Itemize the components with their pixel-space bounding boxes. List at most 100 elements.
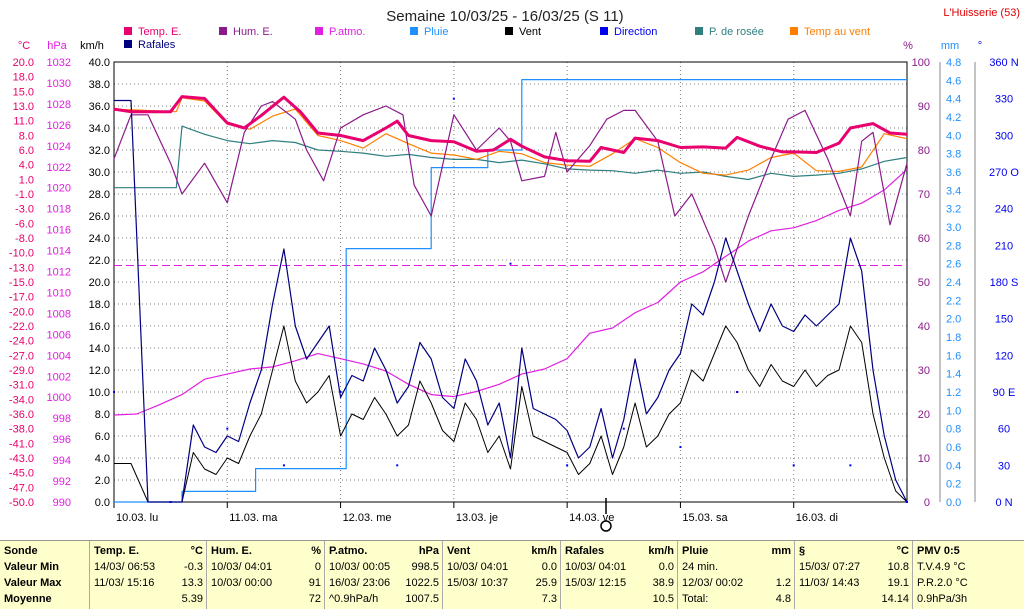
direction-point-10 bbox=[679, 446, 682, 448]
day-label-4: 14.03. ve bbox=[569, 512, 614, 524]
series-line-4 bbox=[113, 101, 908, 283]
stats-cell-left: 10/03/ 04:01 bbox=[211, 561, 273, 573]
stats-cell-right: 25.9 bbox=[535, 577, 557, 589]
pres-axis-tick-13: 1006 bbox=[47, 329, 71, 341]
temp-axis-tick-5: 8.0 bbox=[19, 130, 34, 142]
stats-cell-left: 24 min. bbox=[682, 561, 719, 573]
dir-axis-tick-5: 210 bbox=[995, 240, 1013, 252]
rain-axis-tick-19: 1.0 bbox=[946, 405, 961, 417]
dir-axis-tick-12: 0 N bbox=[995, 497, 1012, 509]
legend-label-4: Vent bbox=[519, 26, 541, 38]
pres-axis-tick-17: 998 bbox=[53, 413, 71, 425]
chart-title: Semaine 10/03/25 - 16/03/25 (S 11) bbox=[386, 8, 623, 25]
stats-cell-left: Total: bbox=[682, 593, 709, 605]
temp-axis-tick-18: -22.0 bbox=[9, 321, 34, 333]
stats-cell-left: 10/03/ 04:01 bbox=[447, 561, 509, 573]
direction-point-4 bbox=[339, 391, 342, 393]
temp-axis-tick-22: -31.0 bbox=[9, 380, 34, 392]
temp-axis-tick-16: -17.0 bbox=[9, 292, 34, 304]
stats-cell-right: km/h bbox=[648, 545, 674, 557]
stats-cell-right: 0 bbox=[314, 561, 321, 573]
wind-axis-tick-10: 20.0 bbox=[89, 277, 110, 289]
wind-axis-tick-19: 2.0 bbox=[95, 475, 110, 487]
stats-col-0-row-3: 5.39 bbox=[94, 591, 203, 607]
pres-axis-tick-18: 996 bbox=[53, 434, 71, 446]
pres-axis-tick-3: 1026 bbox=[47, 120, 71, 132]
stats-cell-left: PMV 0:5 bbox=[917, 545, 960, 557]
stats-col-2-row-3: ^0.9hPa/h 1007.5 bbox=[329, 591, 439, 607]
temp-axis-tick-11: -6.0 bbox=[15, 218, 34, 230]
stats-col-6-row-3: 14.14 bbox=[799, 591, 909, 607]
temp-axis-tick-20: -27.0 bbox=[9, 350, 34, 362]
stats-col-0: Temp. E. °C 14/03/ 06:53 -0.3 11/03/ 15:16 13… bbox=[89, 541, 207, 609]
legend-label-3: Pluie bbox=[424, 26, 448, 38]
series-line-5 bbox=[114, 325, 908, 503]
day-label-2: 12.03. me bbox=[343, 512, 392, 524]
series-line-3 bbox=[113, 97, 908, 176]
dir-axis-tick-3: 270 O bbox=[989, 167, 1019, 179]
legend-swatch-5 bbox=[600, 27, 608, 35]
temp-axis-tick-13: -10.0 bbox=[9, 248, 34, 260]
rain-axis-tick-12: 2.4 bbox=[946, 277, 961, 289]
stats-col-6-row-2: 11/03/ 14:43 19.1 bbox=[799, 575, 909, 591]
pres-axis-tick-16: 1000 bbox=[47, 392, 71, 404]
stats-cell-right: 0.0 bbox=[658, 561, 674, 573]
wind-axis-tick-5: 30.0 bbox=[89, 167, 110, 179]
rain-axis-tick-9: 3.0 bbox=[946, 222, 961, 234]
day-label-0: 10.03. lu bbox=[116, 512, 158, 524]
stats-cell-right: % bbox=[311, 545, 321, 557]
direction-point-3 bbox=[282, 464, 285, 467]
plot-frame bbox=[113, 61, 908, 503]
stats-col-5-row-0: Pluie mm bbox=[682, 543, 791, 559]
pres-axis-tick-20: 992 bbox=[53, 476, 71, 488]
axis-unit-4: mm bbox=[941, 40, 959, 52]
day-label-3: 13.03. je bbox=[456, 512, 498, 524]
rain-axis-tick-14: 2.0 bbox=[946, 314, 961, 326]
stats-cell-left: 12/03/ 00:02 bbox=[682, 577, 744, 589]
pres-axis-tick-12: 1008 bbox=[47, 308, 71, 320]
rain-axis-tick-7: 3.4 bbox=[946, 185, 961, 197]
dir-axis-tick-11: 30 bbox=[998, 460, 1010, 472]
legend-swatch-6 bbox=[695, 27, 703, 35]
stats-cell-right: -0.3 bbox=[184, 561, 203, 573]
stats-cell-right: 1022.5 bbox=[405, 577, 439, 589]
wind-axis-tick-2: 36.0 bbox=[89, 101, 110, 113]
axis-units: °C hPa km/h% mm ° bbox=[18, 40, 982, 52]
axis-unit-0: °C bbox=[18, 40, 30, 52]
rain-axis-tick-13: 2.2 bbox=[946, 295, 961, 307]
stats-cell-left: Rafales bbox=[565, 545, 605, 557]
pres-axis-tick-7: 1018 bbox=[47, 204, 71, 216]
stats-cell-right: 998.5 bbox=[411, 561, 439, 573]
pres-axis-tick-5: 1022 bbox=[47, 162, 71, 174]
direction-point-1 bbox=[169, 501, 172, 503]
temp-axis-tick-6: 6.0 bbox=[19, 145, 34, 157]
legend-swatch-1 bbox=[219, 27, 227, 35]
stats-min-label: Valeur Min bbox=[4, 561, 60, 573]
rain-axis-tick-0: 4.8 bbox=[946, 57, 961, 69]
hum-axis-tick-2: 80 bbox=[918, 145, 930, 157]
stats-cell-right: 1.2 bbox=[775, 577, 791, 589]
stats-cell-right: °C bbox=[190, 545, 203, 557]
stats-col-3-row-3: 7.3 bbox=[447, 591, 557, 607]
stats-col-5: Pluie mm 24 min. 12/03/ 00:02 1.2 Total: 4.8 bbox=[677, 541, 795, 609]
rain-axis-tick-10: 2.8 bbox=[946, 240, 961, 252]
temp-axis-tick-29: -47.0 bbox=[9, 482, 34, 494]
stats-cell-left: P.atmo. bbox=[329, 545, 368, 557]
wind-axis-tick-16: 8.0 bbox=[95, 409, 110, 421]
stats-cell-left: 15/03/ 12:15 bbox=[565, 577, 627, 589]
stats-col-7-row-0: PMV 0:5 bbox=[917, 543, 1021, 559]
chart-axes: 20.0 18.0 15.0 13.0 11.0 8.0 6.0 4.0 1.0 -1.0 -3.0… bbox=[9, 57, 1019, 532]
rain-axis-tick-22: 0.4 bbox=[946, 460, 961, 472]
stats-cell-left: 10/03/ 00:00 bbox=[211, 577, 273, 589]
pres-axis-tick-2: 1028 bbox=[47, 99, 71, 111]
series-line-0 bbox=[114, 79, 907, 503]
hum-axis-tick-0: 100 bbox=[912, 57, 930, 69]
legend-label-8: Rafales bbox=[138, 39, 176, 51]
dir-axis-tick-1: 330 bbox=[995, 94, 1013, 106]
hum-axis-tick-8: 20 bbox=[918, 409, 930, 421]
stats-max-label: Valeur Max bbox=[4, 577, 62, 589]
pres-axis-tick-0: 1032 bbox=[47, 57, 71, 69]
chart-legend: Temp. E. Hum. E. P.atmo. Pluie Vent Direction… bbox=[124, 26, 870, 51]
rain-axis-tick-23: 0.2 bbox=[946, 479, 961, 491]
direction-point-14 bbox=[906, 501, 908, 503]
